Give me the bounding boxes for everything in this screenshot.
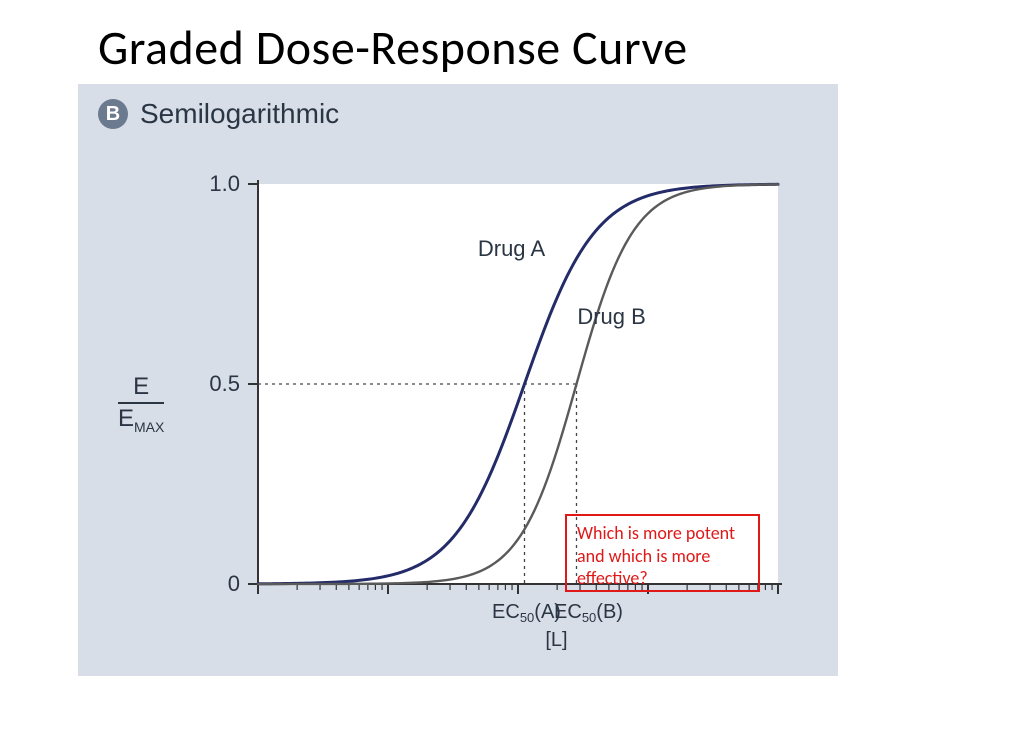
question-callout: Which is more potent and which is more e…: [565, 514, 760, 592]
chart-panel: B Semilogarithmic E EMAX 00.51.0Drug ADr…: [78, 84, 838, 676]
svg-text:Drug B: Drug B: [577, 304, 645, 329]
ylabel-denominator: EMAX: [118, 404, 164, 435]
chart-area: E EMAX 00.51.0Drug ADrug BEC50(A)EC50(B)…: [118, 144, 818, 664]
y-axis-label: E EMAX: [118, 374, 164, 436]
svg-text:EC50(A): EC50(A): [492, 601, 561, 625]
svg-text:EC50(B): EC50(B): [554, 601, 623, 625]
panel-label: Semilogarithmic: [140, 98, 339, 130]
panel-badge-icon: B: [98, 99, 128, 129]
panel-header: B Semilogarithmic: [98, 98, 339, 130]
svg-text:Drug A: Drug A: [478, 236, 546, 261]
ylabel-numerator: E: [118, 374, 164, 404]
svg-text:1.0: 1.0: [209, 171, 240, 196]
svg-text:[L]: [L]: [545, 629, 567, 651]
svg-text:0.5: 0.5: [209, 371, 240, 396]
ylabel-denom-base: E: [118, 405, 134, 432]
page-title: Graded Dose-Response Curve: [98, 18, 688, 77]
svg-text:0: 0: [228, 571, 240, 596]
ylabel-denom-sub: MAX: [134, 419, 164, 435]
